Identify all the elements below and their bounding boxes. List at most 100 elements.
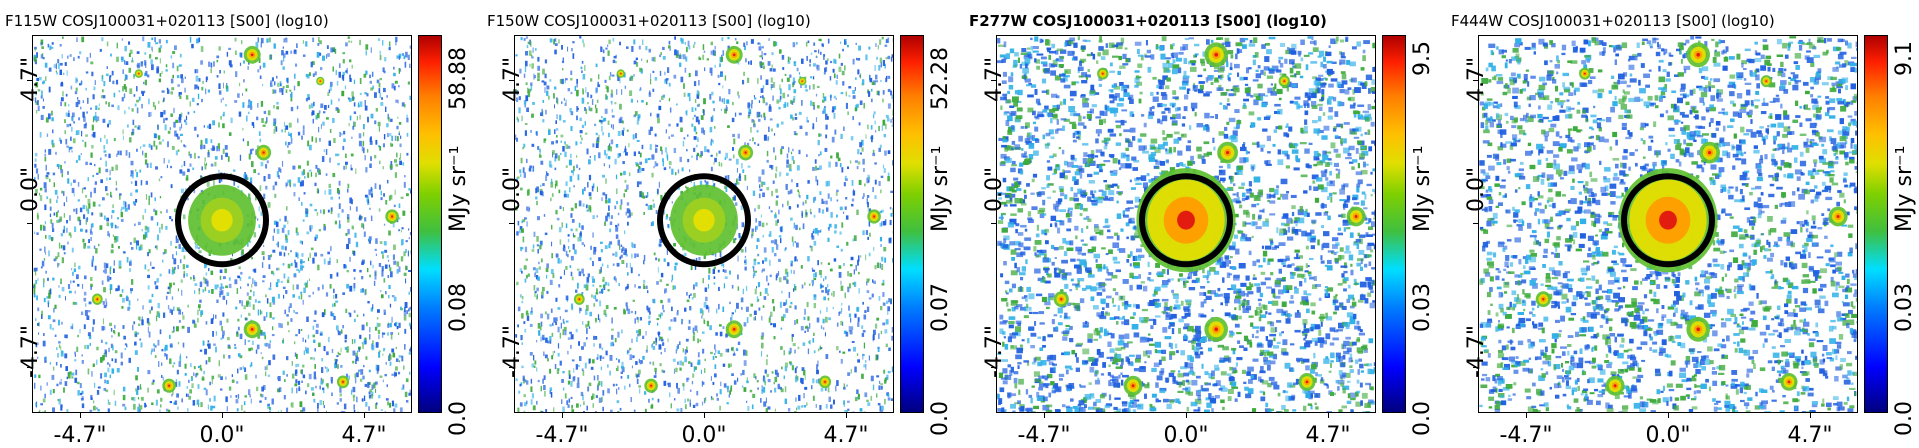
field-source bbox=[1060, 298, 1062, 300]
target-galaxy bbox=[211, 209, 232, 232]
x-tick-mark bbox=[1526, 413, 1527, 418]
field-source bbox=[1283, 80, 1285, 82]
colorbar bbox=[418, 35, 442, 413]
field-source bbox=[1696, 327, 1700, 331]
x-tick-label-left: -4.7" bbox=[1499, 423, 1552, 448]
field-source bbox=[733, 328, 736, 331]
colorbar-max-label: 9.5 bbox=[1410, 41, 1435, 76]
x-tick-mark bbox=[364, 413, 365, 418]
x-tick-mark bbox=[562, 413, 563, 418]
colorbar-mid-label: 0.07 bbox=[928, 283, 953, 332]
field-source bbox=[263, 151, 265, 153]
cutout-svg bbox=[997, 36, 1375, 412]
panel-f150w: F150W COSJ100031+020113 [S00] (log10) 4.… bbox=[482, 0, 952, 447]
field-source bbox=[802, 81, 803, 82]
y-tick-label-mid: 0.0" bbox=[982, 167, 1007, 212]
image-cutout bbox=[32, 35, 412, 413]
field-source bbox=[251, 54, 254, 57]
y-tick-label-mid: 0.0" bbox=[18, 167, 43, 212]
field-source bbox=[1214, 327, 1218, 331]
field-source bbox=[1306, 381, 1309, 384]
field-source bbox=[1132, 384, 1135, 387]
x-tick-mark bbox=[1186, 413, 1187, 418]
x-tick-label-left: -4.7" bbox=[1017, 423, 1070, 448]
field-source bbox=[97, 298, 99, 300]
field-source bbox=[824, 381, 826, 383]
field-source bbox=[342, 381, 344, 383]
y-tick-mark bbox=[27, 223, 32, 224]
colorbar bbox=[1382, 35, 1406, 413]
field-source bbox=[1102, 73, 1104, 75]
y-tick-label-bottom: -4.7" bbox=[500, 325, 525, 378]
field-source bbox=[1214, 53, 1218, 57]
y-tick-mark bbox=[27, 367, 32, 368]
y-tick-mark bbox=[509, 80, 514, 81]
field-source bbox=[1542, 298, 1544, 300]
field-source bbox=[168, 385, 170, 387]
y-tick-mark bbox=[509, 367, 514, 368]
x-tick-label-mid: 0.0" bbox=[681, 423, 726, 448]
panel-f444w: F444W COSJ100031+020113 [S00] (log10) 4.… bbox=[1446, 0, 1916, 447]
colorbar-mid-label: 0.03 bbox=[1410, 283, 1435, 332]
field-source bbox=[1355, 215, 1358, 218]
colorbar-min-label: 0.0 bbox=[446, 401, 471, 436]
field-source bbox=[1584, 73, 1586, 75]
colorbar-max-label: 58.88 bbox=[446, 47, 471, 110]
x-tick-label-left: -4.7" bbox=[535, 423, 588, 448]
colorbar-max-label: 52.28 bbox=[928, 47, 953, 110]
panel-title: F115W COSJ100031+020113 [S00] (log10) bbox=[5, 12, 329, 30]
field-source bbox=[1765, 80, 1767, 82]
field-source bbox=[1788, 381, 1791, 384]
x-tick-mark bbox=[846, 413, 847, 418]
field-source bbox=[733, 54, 736, 57]
field-source bbox=[251, 328, 254, 331]
y-tick-mark bbox=[1473, 80, 1478, 81]
x-tick-mark bbox=[1044, 413, 1045, 418]
colorbar-unit-label: MJy sr⁻¹ bbox=[446, 146, 471, 232]
colorbar-min-label: 0.0 bbox=[1892, 401, 1917, 436]
image-cutout bbox=[1478, 35, 1858, 413]
x-tick-mark bbox=[1810, 413, 1811, 418]
target-galaxy bbox=[693, 209, 714, 232]
y-tick-mark bbox=[27, 80, 32, 81]
field-source bbox=[873, 215, 875, 217]
y-tick-mark bbox=[991, 367, 996, 368]
field-source bbox=[745, 151, 747, 153]
colorbar-min-label: 0.0 bbox=[928, 401, 953, 436]
y-tick-mark bbox=[509, 223, 514, 224]
field-source bbox=[138, 73, 139, 74]
x-tick-label-left: -4.7" bbox=[53, 423, 106, 448]
x-tick-label-right: 4.7" bbox=[1787, 423, 1832, 448]
panel-f115w: F115W COSJ100031+020113 [S00] (log10) 4.… bbox=[0, 0, 470, 447]
x-tick-label-mid: 0.0" bbox=[199, 423, 244, 448]
image-cutout bbox=[996, 35, 1376, 413]
colorbar-mid-label: 0.03 bbox=[1892, 283, 1917, 332]
colorbar-max-label: 9.1 bbox=[1892, 41, 1917, 76]
target-galaxy bbox=[1177, 211, 1195, 230]
cutout-svg bbox=[33, 36, 411, 412]
y-tick-mark bbox=[1473, 223, 1478, 224]
x-tick-label-right: 4.7" bbox=[341, 423, 386, 448]
x-tick-label-mid: 0.0" bbox=[1163, 423, 1208, 448]
field-source bbox=[579, 298, 581, 300]
x-tick-mark bbox=[704, 413, 705, 418]
colorbar bbox=[1864, 35, 1888, 413]
panel-title: F277W COSJ100031+020113 [S00] (log10) bbox=[969, 12, 1327, 30]
x-tick-label-right: 4.7" bbox=[1305, 423, 1350, 448]
field-source bbox=[391, 215, 393, 217]
colorbar bbox=[900, 35, 924, 413]
x-tick-mark bbox=[222, 413, 223, 418]
panel-title: F150W COSJ100031+020113 [S00] (log10) bbox=[487, 12, 811, 30]
x-tick-mark bbox=[80, 413, 81, 418]
y-tick-label-mid: 0.0" bbox=[1464, 167, 1489, 212]
y-tick-mark bbox=[991, 223, 996, 224]
panel-title: F444W COSJ100031+020113 [S00] (log10) bbox=[1451, 12, 1775, 30]
x-tick-mark bbox=[1668, 413, 1669, 418]
y-tick-mark bbox=[991, 80, 996, 81]
colorbar-min-label: 0.0 bbox=[1410, 401, 1435, 436]
y-tick-label-mid: 0.0" bbox=[500, 167, 525, 212]
field-source bbox=[620, 73, 621, 74]
y-tick-label-bottom: -4.7" bbox=[1464, 325, 1489, 378]
y-tick-label-bottom: -4.7" bbox=[18, 325, 43, 378]
field-source bbox=[320, 81, 321, 82]
